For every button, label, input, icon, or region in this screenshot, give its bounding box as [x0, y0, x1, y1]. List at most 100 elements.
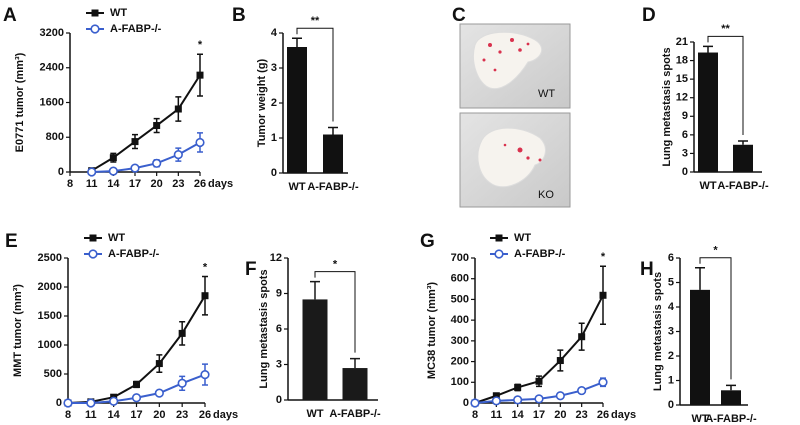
panel-letter: H	[640, 259, 654, 280]
marker	[154, 388, 164, 398]
panel-letter: C	[452, 5, 466, 26]
photo-label: WT	[538, 88, 555, 100]
marker	[130, 163, 140, 173]
error-bar	[350, 357, 360, 369]
y-tick-label: 2	[271, 97, 277, 109]
y-tick-label: 6	[276, 323, 282, 335]
bar	[323, 134, 343, 173]
x-tick-label: 23	[576, 409, 588, 421]
panel-letter: F	[245, 259, 257, 280]
x-tick-label: 8	[472, 409, 478, 421]
y-tick-label: 12	[676, 92, 688, 104]
x-axis-label: days	[611, 409, 636, 421]
marker	[599, 291, 607, 299]
y-tick-label: 500	[44, 368, 62, 380]
significance-bracket	[707, 35, 744, 136]
y-tick-label: 1000	[38, 339, 62, 351]
marker	[535, 377, 543, 385]
x-tick-label: A-FABP-/-	[705, 413, 757, 425]
marker	[177, 378, 187, 388]
error-bar	[703, 45, 713, 53]
y-tick-label: 2000	[38, 281, 62, 293]
significance-bracket	[314, 271, 356, 353]
y-tick-label: 0	[271, 167, 277, 179]
y-tick-label: 6	[668, 252, 674, 264]
x-tick-label: 17	[129, 178, 141, 190]
marker	[491, 396, 501, 406]
annotation: **	[311, 15, 320, 27]
panel-letter: E	[5, 231, 18, 252]
y-tick-label: 800	[46, 131, 64, 143]
y-tick-label: 18	[676, 54, 688, 66]
legend-label: A-FABP-/-	[514, 248, 566, 260]
y-tick-label: 12	[270, 252, 282, 264]
marker	[196, 71, 204, 79]
marker	[598, 377, 608, 387]
bar	[721, 390, 741, 405]
marker	[514, 383, 522, 391]
series-line	[91, 74, 201, 172]
panel: D Lung metastasis spots 0 3 6 9 12 15 18 21 WT A-FA…	[642, 5, 769, 192]
marker	[174, 105, 182, 113]
panel: F Lung metastasis spots 0 3 6 9 12 WT A-FABP-/- *	[245, 252, 381, 420]
marker	[131, 393, 142, 403]
panel-letter: D	[642, 5, 656, 26]
y-tick-label: 21	[676, 36, 688, 48]
marker	[494, 249, 504, 259]
x-tick-label: 14	[108, 409, 121, 421]
y-tick-label: 3200	[40, 27, 64, 39]
legend-label: A-FABP-/-	[108, 248, 160, 260]
annotation: *	[713, 245, 718, 257]
x-tick-label: A-FABP-/-	[329, 408, 381, 420]
legend-label: WT	[514, 232, 531, 244]
panel-letter: B	[232, 5, 246, 26]
annotation: *	[198, 39, 203, 51]
x-tick-label: 17	[533, 409, 545, 421]
marker	[534, 394, 544, 404]
annotation: **	[721, 23, 730, 35]
y-axis-label: Lung metastasis spots	[652, 272, 664, 391]
marker	[556, 357, 564, 365]
error-bar	[310, 280, 320, 300]
bar	[698, 52, 718, 172]
x-axis-label: days	[213, 409, 238, 421]
photo-label: KO	[538, 189, 554, 201]
marker	[87, 167, 97, 177]
panel: B Tumor weight (g) 0 1 2 3 4 WT A-FABP-/- **	[232, 5, 359, 193]
bar	[690, 289, 710, 405]
y-tick-label: 0	[56, 397, 62, 409]
marker	[200, 369, 210, 380]
y-tick-label: 200	[451, 355, 469, 367]
series-line	[91, 141, 201, 173]
y-tick-label: 0	[682, 166, 688, 178]
y-tick-label: 9	[276, 287, 282, 299]
error-bar	[738, 140, 748, 145]
marker	[195, 137, 205, 148]
spots	[482, 38, 530, 72]
marker	[153, 122, 161, 130]
y-tick-label: 1	[668, 374, 674, 386]
y-tick-label: 5	[668, 276, 674, 288]
x-tick-label: 11	[491, 409, 503, 421]
x-tick-label: 20	[554, 409, 566, 421]
y-tick-label: 500	[451, 293, 469, 305]
marker	[173, 150, 183, 160]
bar	[342, 368, 368, 400]
panel: E MMT tumor (mm³) 0 500 1000 1500 2000 2500 8 11 1…	[5, 231, 238, 421]
annotation: *	[203, 261, 208, 273]
x-tick-label: WT	[699, 180, 716, 192]
marker	[201, 292, 209, 300]
y-tick-label: 3	[668, 325, 674, 337]
marker	[88, 249, 98, 259]
marker	[133, 380, 140, 388]
y-tick-label: 9	[682, 110, 688, 122]
y-tick-label: 100	[451, 376, 469, 388]
panel-letter: A	[3, 5, 17, 26]
marker	[492, 392, 500, 400]
x-tick-label: A-FABP-/-	[307, 181, 359, 193]
x-tick-label: 23	[172, 178, 184, 190]
y-tick-label: 1	[271, 132, 277, 144]
marker	[91, 9, 99, 17]
